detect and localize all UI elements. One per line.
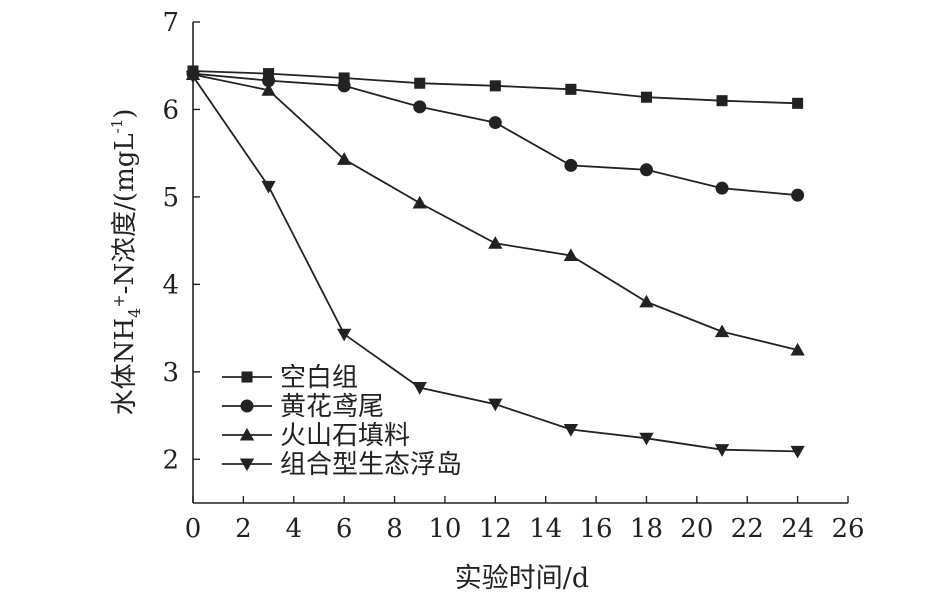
data-point: [716, 95, 728, 107]
x-tick-label: 4: [285, 514, 302, 544]
data-point: [261, 180, 276, 194]
y-tick-label: 5: [162, 183, 179, 213]
legend-label: 黄花鸢尾: [280, 392, 384, 422]
series-layer: [185, 65, 805, 459]
x-tick-label: 12: [479, 514, 512, 544]
data-point: [714, 444, 730, 457]
y-tick-label: 2: [162, 445, 179, 475]
data-point: [337, 152, 352, 165]
x-ticks: 0 2 4 6 8 10 12 14 16 18 20 22 24 26: [185, 496, 865, 544]
data-point: [412, 195, 427, 209]
data-point: [261, 83, 276, 96]
y-ticks: 2 3 4 5 6 7: [162, 8, 200, 475]
y-axis-label-sub: 4: [125, 308, 144, 318]
data-point: [564, 158, 578, 172]
x-axis-label: 实验时间/d: [455, 563, 589, 594]
series-1: [187, 65, 804, 109]
data-point: [639, 294, 654, 308]
data-point: [639, 432, 654, 446]
legend-label: 火山石填料: [280, 421, 410, 451]
data-point: [714, 324, 730, 338]
data-point: [715, 181, 729, 195]
data-point: [338, 72, 350, 84]
series-3: [185, 67, 805, 356]
data-point: [414, 77, 426, 89]
data-point: [790, 342, 805, 356]
legend-label: 组合型生态浮岛: [280, 450, 462, 480]
y-tick-label: 6: [162, 95, 179, 125]
legend-item: 空白组: [222, 363, 358, 393]
data-point: [563, 248, 579, 262]
data-point: [489, 80, 501, 92]
data-point: [488, 236, 503, 249]
legend-marker: [239, 458, 255, 472]
y-tick-label: 3: [162, 358, 179, 388]
y-tick-label: 7: [162, 8, 179, 38]
data-point: [792, 97, 804, 109]
x-tick-label: 8: [386, 514, 403, 544]
data-point: [563, 424, 579, 437]
x-tick-label: 20: [680, 514, 713, 544]
y-axis-label-sup: +: [109, 294, 128, 307]
data-point: [412, 382, 427, 395]
data-point: [413, 100, 427, 114]
legend-marker: [241, 371, 253, 383]
data-point: [639, 163, 653, 177]
data-point: [337, 328, 352, 342]
x-tick-label: 6: [336, 514, 353, 544]
data-point: [791, 188, 805, 202]
y-axis-label-sup2: -1: [108, 119, 126, 134]
x-tick-label: 14: [529, 514, 562, 544]
legend-marker: [240, 399, 254, 413]
series-2: [186, 67, 805, 202]
legend-marker: [239, 427, 255, 441]
y-axis-label-suffix: ): [110, 109, 140, 119]
x-tick-label: 24: [781, 514, 814, 544]
data-point: [488, 398, 503, 412]
series-line: [192, 73, 798, 351]
x-tick-label: 22: [731, 514, 764, 544]
legend-item: 火山石填料: [222, 421, 410, 451]
axes: [192, 22, 848, 504]
data-point: [337, 79, 351, 93]
series-line: [192, 72, 798, 197]
x-tick-label: 26: [831, 514, 864, 544]
y-axis-label: 水体NH4+-N浓度/(mgL-1): [108, 109, 144, 416]
data-point: [263, 68, 275, 80]
y-axis-label-middle: -N浓度/(mgL: [110, 133, 140, 294]
x-tick-label: 2: [235, 514, 252, 544]
x-tick-label: 0: [185, 514, 202, 544]
legend-label: 空白组: [280, 363, 358, 393]
y-axis-label-prefix: 水体NH: [110, 318, 140, 415]
x-tick-label: 18: [630, 514, 663, 544]
x-tick-label: 10: [428, 514, 461, 544]
y-tick-label: 4: [162, 270, 179, 300]
data-point: [790, 445, 805, 459]
x-tick-label: 16: [580, 514, 613, 544]
series-4: [185, 70, 805, 459]
data-point: [488, 116, 502, 130]
data-point: [185, 70, 201, 84]
data-point: [262, 74, 276, 88]
legend-item: 组合型生态浮岛: [222, 450, 462, 480]
data-point: [640, 91, 652, 103]
legend-item: 黄花鸢尾: [222, 392, 384, 422]
data-point: [565, 83, 577, 95]
